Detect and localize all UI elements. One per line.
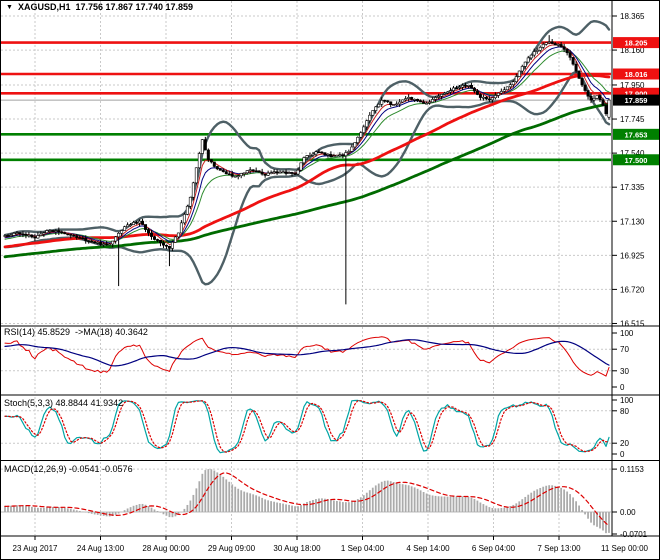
candles-layer <box>3 35 611 305</box>
price-level-badge: 18.205 <box>613 37 659 49</box>
svg-text:20: 20 <box>620 439 629 448</box>
svg-text:17.745: 17.745 <box>620 115 645 124</box>
svg-text:18.365: 18.365 <box>620 12 645 21</box>
fast-ma-green <box>4 50 610 242</box>
time-axis-label: 23 Aug 2017 <box>13 544 58 553</box>
svg-text:17.950: 17.950 <box>620 81 645 90</box>
svg-text:17.900: 17.900 <box>625 89 648 98</box>
svg-text:17.653: 17.653 <box>625 130 648 139</box>
main-price-panel <box>1 20 611 305</box>
macd-indicator-label: MACD(12,26,9) -0.0541 -0.0576 <box>4 464 133 474</box>
svg-text:17.500: 17.500 <box>625 156 648 165</box>
slow-ma-red <box>3 74 611 249</box>
svg-text:18.205: 18.205 <box>625 39 648 48</box>
stoch-indicator-label: Stoch(5,3,3) 48.8844 41.9342 <box>4 398 124 408</box>
chart-title-bar: ▼ XAGUSD,H1 17.756 17.867 17.740 17.859 <box>6 2 193 12</box>
time-axis-label: 4 Sep 14:00 <box>406 544 450 553</box>
time-axis-label: 7 Sep 13:00 <box>537 544 581 553</box>
time-axis: 23 Aug 2017 24 Aug 13:00 28 Aug 00:00 29 Au… <box>13 536 649 553</box>
svg-text:100: 100 <box>620 329 634 338</box>
stoch-panel <box>4 399 610 454</box>
svg-text:17.335: 17.335 <box>620 183 645 192</box>
svg-text:30: 30 <box>620 367 629 376</box>
rsi-panel <box>4 336 610 377</box>
svg-text:-0.0701: -0.0701 <box>620 530 648 539</box>
svg-text:0: 0 <box>620 383 625 392</box>
chart-symbol-label: XAGUSD,H1 <box>17 2 71 12</box>
time-axis-label: 1 Sep 04:00 <box>341 544 385 553</box>
svg-text:17.130: 17.130 <box>620 217 645 226</box>
chart-ohlc-values: 17.756 17.867 17.740 17.859 <box>75 2 194 12</box>
svg-text:100: 100 <box>620 396 634 405</box>
price-level-badge: 18.016 <box>613 68 659 80</box>
svg-text:0.1153: 0.1153 <box>620 465 644 474</box>
svg-text:70: 70 <box>620 345 629 354</box>
price-level-badge: 17.653 <box>613 128 659 140</box>
macd-panel <box>1 469 611 534</box>
slow-ma-green <box>3 102 611 259</box>
price-level-badge: 17.900 <box>613 87 659 99</box>
stoch-d-line <box>4 400 610 453</box>
rsi-ma-line <box>4 339 610 367</box>
svg-text:16.925: 16.925 <box>620 251 645 260</box>
svg-text:16.515: 16.515 <box>620 319 645 328</box>
stoch-k-line <box>4 399 610 454</box>
svg-text:17.540: 17.540 <box>620 149 645 158</box>
svg-text:80: 80 <box>620 407 629 416</box>
price-level-badge: 17.500 <box>613 154 659 166</box>
svg-text:0: 0 <box>620 450 625 459</box>
time-axis-label: 11 Sep 00:00 <box>601 544 649 553</box>
symbol-dropdown-icon[interactable]: ▼ <box>6 3 13 11</box>
svg-text:0.00: 0.00 <box>620 508 636 517</box>
time-axis-label: 24 Aug 13:00 <box>77 544 125 553</box>
time-axis-label: 28 Aug 00:00 <box>142 544 190 553</box>
price-axis: 18.365 18.160 17.950 17.745 17.540 17.335 17.1… <box>612 12 659 539</box>
fast-ma-navy <box>4 46 610 244</box>
svg-text:18.016: 18.016 <box>625 70 648 79</box>
price-level-badge: 17.859 <box>613 94 659 106</box>
rsi-indicator-label: RSI(14) 45.8529 ->MA(18) 40.3642 <box>4 327 148 337</box>
time-axis-label: 30 Aug 18:00 <box>273 544 321 553</box>
time-axis-label: 29 Aug 09:00 <box>208 544 256 553</box>
svg-text:18.160: 18.160 <box>620 46 645 55</box>
grid-layer <box>1 1 612 535</box>
rsi-line <box>4 336 610 377</box>
svg-text:17.859: 17.859 <box>625 96 648 105</box>
time-axis-label: 6 Sep 04:00 <box>472 544 516 553</box>
svg-text:16.720: 16.720 <box>620 285 645 294</box>
macd-signal-line <box>4 472 610 527</box>
